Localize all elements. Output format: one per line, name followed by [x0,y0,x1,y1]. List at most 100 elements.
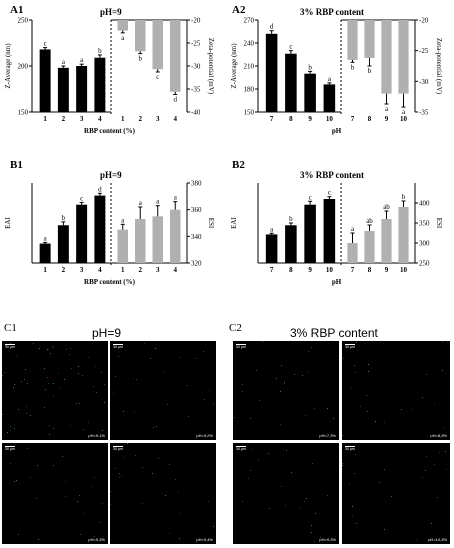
micrograph-caption: pH=9,3% [88,537,105,542]
charts-layer: pH=9 150 200 250 -20 -25 -30 -35 -40 c 1 a 2 a 3 b 4 a 1 b 2… [4,7,443,286]
micrograph-caption: pH=9,4% [196,537,213,542]
fluorescent-droplet [180,513,181,514]
significance-letter-right: a [351,225,355,233]
fluorescent-droplet [304,501,305,502]
significance-letter-left: a [80,56,84,64]
x-tick-label-left: 2 [62,115,66,123]
fluorescent-droplet [342,463,343,464]
fluorescent-droplet [53,395,54,396]
left-tick-label: 180 [244,86,255,94]
fluorescent-droplet [447,342,448,343]
x-axis-label: pH [332,127,342,135]
x-tick-label-left: 10 [326,115,334,123]
fluorescent-droplet [268,453,269,454]
scale-bar: 30 μm [113,344,123,349]
x-axis-label: RBP content (%) [84,278,136,286]
scale-bar: 30 μm [345,446,355,451]
left-tick-label: 150 [18,109,29,117]
fluorescent-droplet [308,372,309,373]
bar-right [398,20,409,94]
fluorescent-droplet [314,408,315,409]
fluorescent-droplet [379,482,380,483]
significance-letter-right: a [121,34,125,42]
fluorescent-droplet [327,495,328,496]
bar-left [94,57,106,112]
fluorescent-droplet [119,477,120,478]
fluorescent-droplet [26,406,27,407]
fluorescent-droplet [425,470,426,471]
right-tick-label: -35 [191,86,201,94]
fluorescent-droplet [248,478,249,479]
micrograph-caption: pH=9,3% [319,537,336,542]
fluorescent-droplet [250,418,251,419]
micrograph-c2-4: 30 μm pH=10,3% [342,443,450,544]
fluorescent-droplet [156,426,157,427]
micrograph-c1-4: 30 μm pH=9,4% [110,443,216,544]
fluorescent-droplet [14,428,15,429]
bar-left [94,195,106,263]
fluorescent-droplet [58,373,59,374]
x-tick-label-right: 9 [385,115,389,123]
fluorescent-droplet [391,496,392,497]
bar-left [76,66,88,112]
panel-label-a2: A2 [232,4,246,16]
fluorescent-droplet [258,459,259,460]
fluorescent-droplet [152,473,153,474]
fluorescent-droplet [91,486,92,487]
x-tick-label-right: 2 [139,266,143,274]
fluorescent-droplet [10,463,11,464]
x-tick-label-left: 3 [80,115,84,123]
right-tick-label: -25 [191,40,201,48]
fluorescent-droplet [158,458,159,459]
fluorescent-droplet [311,347,312,348]
right-tick-label: 320 [191,260,202,268]
fluorescent-droplet [118,356,119,357]
fluorescent-droplet [342,465,343,466]
fluorescent-droplet [71,368,72,369]
fluorescent-droplet [39,348,40,349]
fluorescent-droplet [52,347,53,348]
fluorescent-droplet [439,452,440,453]
left-tick-label: 150 [244,109,255,117]
fluorescent-droplet [360,406,361,407]
right-tick-label: -35 [419,109,429,117]
fluorescent-droplet [36,498,37,499]
bar-left [323,84,336,112]
fluorescent-droplet [354,473,355,474]
fluorescent-droplet [312,463,313,464]
fluorescent-droplet [18,534,19,535]
fluorescent-droplet [180,357,181,358]
bar-left [265,234,278,263]
x-tick-label-right: 3 [156,115,160,123]
left-tick-label: 200 [18,63,29,71]
fluorescent-droplet [121,475,122,476]
fluorescent-droplet [133,378,134,379]
fluorescent-droplet [286,450,287,451]
fluorescent-droplet [27,383,28,384]
fluorescent-droplet [30,415,31,416]
fluorescent-droplet [142,467,143,468]
fluorescent-droplet [95,366,96,367]
right-tick-label: -20 [419,17,429,25]
fluorescent-droplet [203,351,204,352]
bar-left [57,67,69,112]
fluorescent-droplet [284,381,285,382]
fluorescent-droplet [96,392,97,393]
fluorescent-droplet [343,358,344,359]
significance-letter-right: ab [366,217,373,225]
fluorescent-droplet [144,343,145,344]
y-axis-label-left: Z-Average (nm) [4,43,12,89]
right-tick-label: -30 [419,78,429,86]
fluorescent-droplet [7,432,8,433]
bar-right [152,20,163,70]
fluorescent-droplet [47,377,48,378]
right-tick-label: 300 [419,240,430,248]
significance-letter-right: a [139,199,143,207]
fluorescent-droplet [213,404,214,405]
fluorescent-droplet [93,386,94,387]
fluorescent-droplet [213,526,214,527]
fluorescent-droplet [367,411,368,412]
bar-right [170,20,181,92]
x-axis-label: RBP content (%) [84,127,136,135]
fluorescent-droplet [356,342,357,343]
